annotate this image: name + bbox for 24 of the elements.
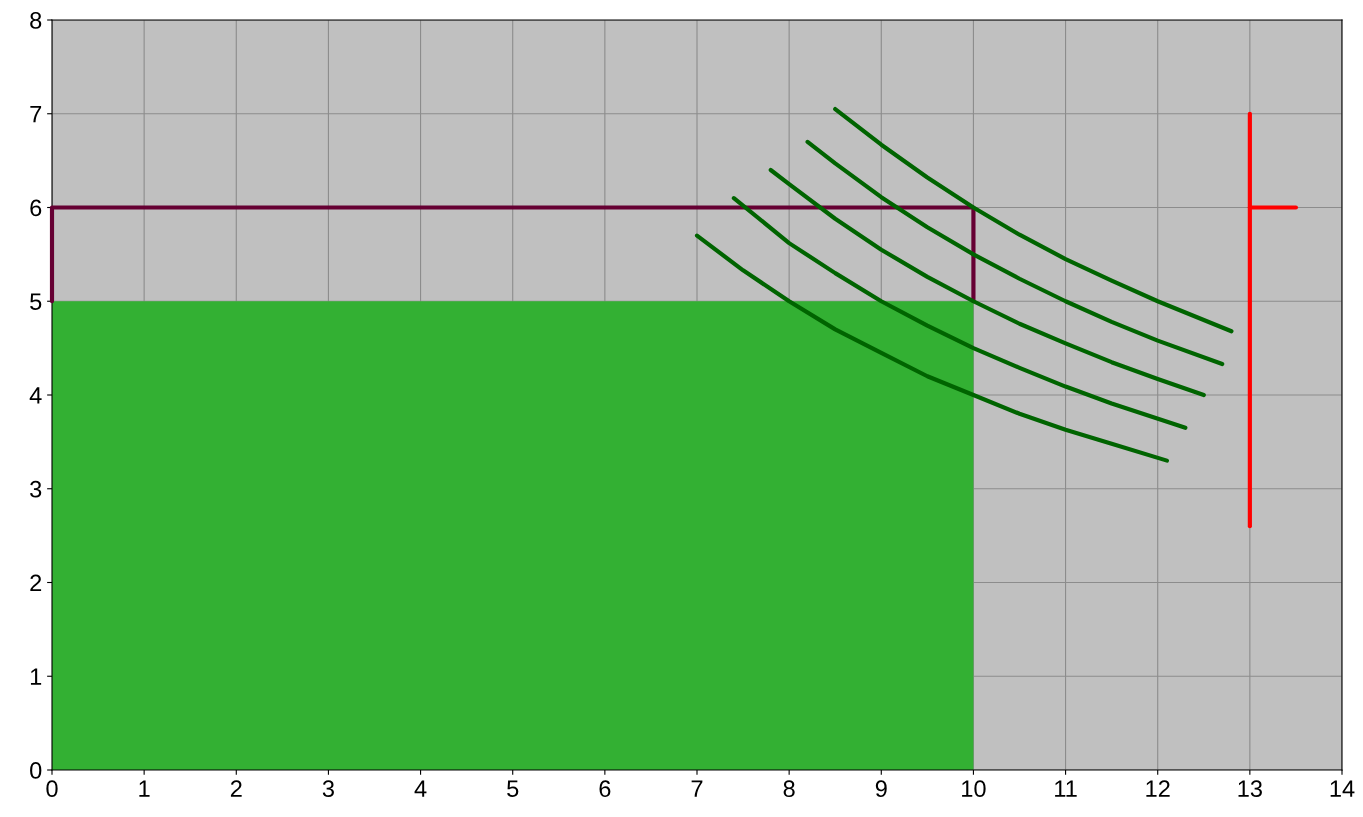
y-tick-label: 3 [30, 480, 42, 498]
y-tick-label: 5 [30, 293, 42, 311]
x-tick-label: 5 [507, 780, 519, 798]
x-tick-label: 1 [139, 780, 150, 797]
x-tick-label: 9 [875, 780, 887, 798]
x-tick-label: 4 [414, 780, 427, 797]
y-tick-label: 0 [30, 762, 42, 779]
x-tick-label: 0 [46, 780, 58, 798]
y-tick-label: 6 [30, 199, 42, 217]
x-tick-label: 10 [962, 780, 986, 798]
y-tick-label: 7 [30, 106, 42, 123]
x-tick-label: 11 [1055, 780, 1077, 797]
x-tick-label: 12 [1146, 780, 1170, 797]
x-tick-label: 14 [1330, 780, 1355, 797]
y-tick-label: 4 [29, 387, 42, 404]
y-tick-label: 2 [30, 574, 42, 592]
y-tick-label: 1 [30, 668, 42, 685]
x-tick-label: 7 [691, 780, 703, 797]
x-tick-label: 2 [230, 780, 242, 797]
x-tick-label: 13 [1238, 780, 1262, 798]
y-tick-label: 8 [30, 12, 42, 29]
x-tick-label: 3 [322, 780, 334, 798]
x-tick-label: 8 [783, 780, 795, 798]
x-tick-label: 6 [599, 780, 611, 798]
